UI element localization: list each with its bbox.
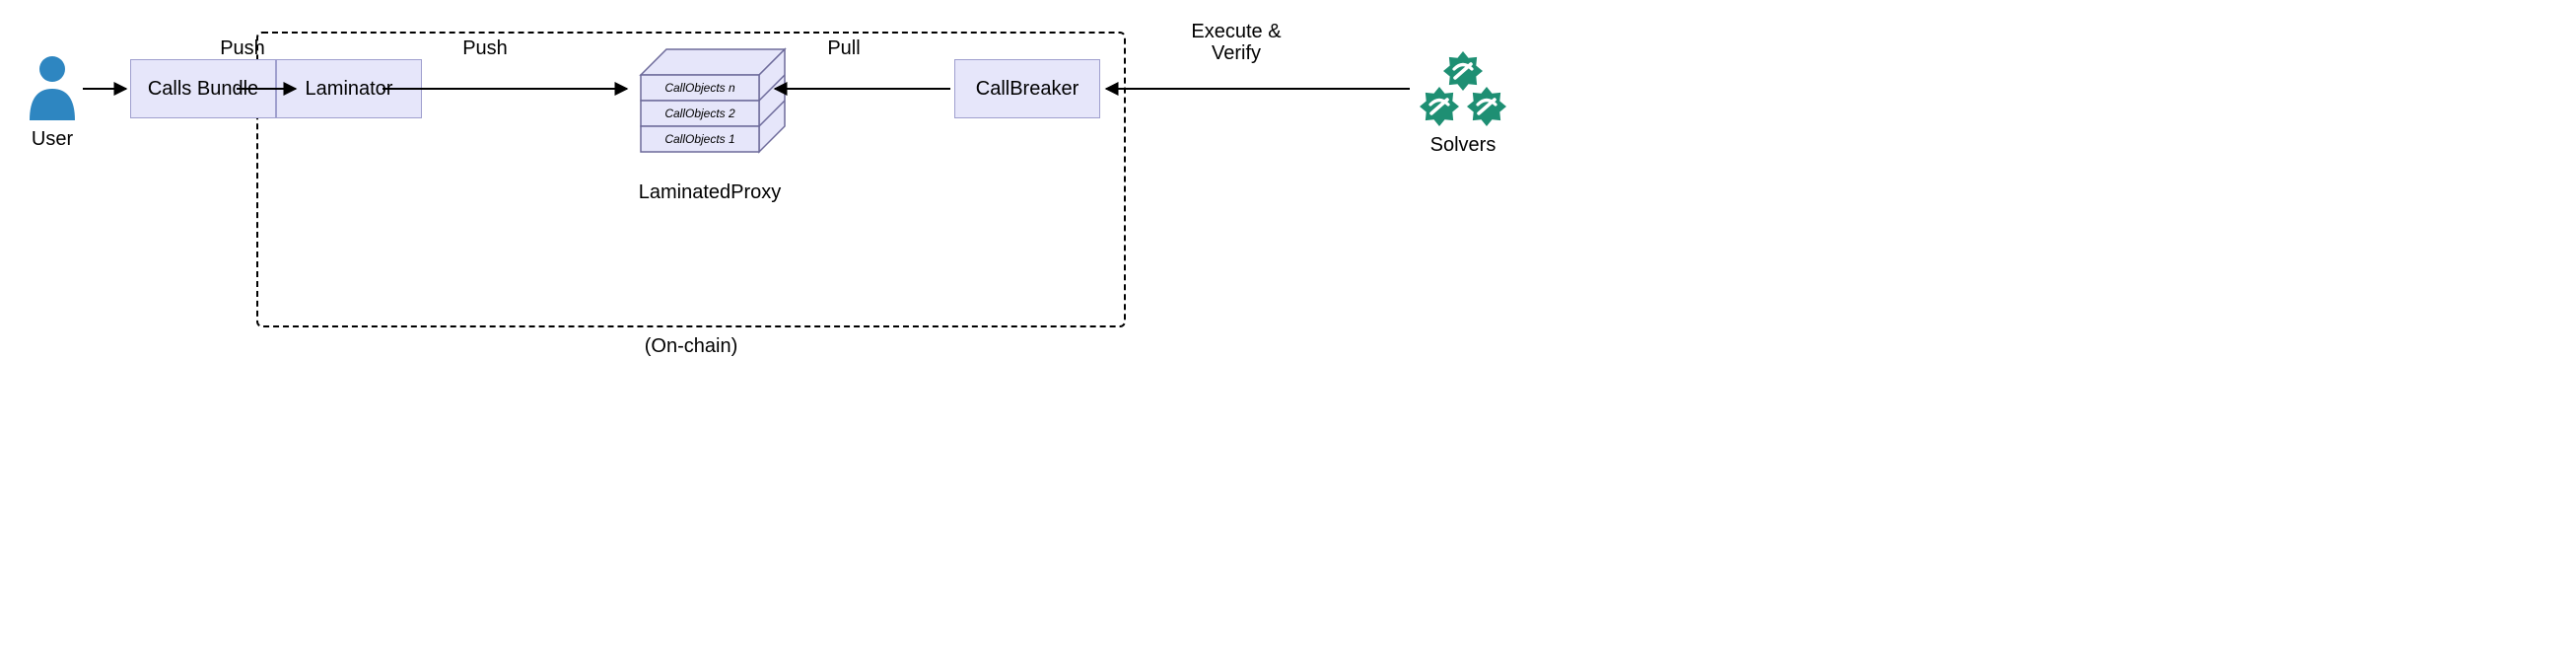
node-label: Calls Bundle: [148, 78, 258, 101]
user-label: User: [18, 128, 87, 151]
user-icon: [28, 53, 77, 127]
node-label: Laminator: [306, 78, 393, 101]
laminated-proxy-caption: LaminatedProxy: [621, 181, 799, 204]
cube-layer-label: CallObjects 1: [664, 132, 734, 146]
cube-layer-label: CallObjects 2: [664, 107, 735, 120]
diagram-canvas: (On-chain) User Solvers Calls Bundle Lam…: [0, 0, 1528, 383]
solvers-label: Solvers: [1422, 134, 1504, 157]
solvers-icon: [1414, 49, 1512, 143]
node-calls-bundle: Calls Bundle: [130, 59, 276, 118]
node-callbreaker: CallBreaker: [954, 59, 1100, 118]
onchain-caption: (On-chain): [632, 335, 750, 358]
node-label: CallBreaker: [976, 78, 1079, 101]
laminated-proxy-cube: CallObjects n CallObjects 2 CallObjects 1: [631, 43, 789, 196]
cube-layer-label: CallObjects n: [664, 81, 735, 95]
edge-label: Execute &: [1191, 21, 1282, 42]
edge-label: Verify: [1212, 42, 1261, 64]
node-laminator: Laminator: [276, 59, 422, 118]
